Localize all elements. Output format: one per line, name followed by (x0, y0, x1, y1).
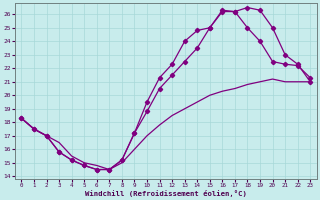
X-axis label: Windchill (Refroidissement éolien,°C): Windchill (Refroidissement éolien,°C) (85, 190, 247, 197)
